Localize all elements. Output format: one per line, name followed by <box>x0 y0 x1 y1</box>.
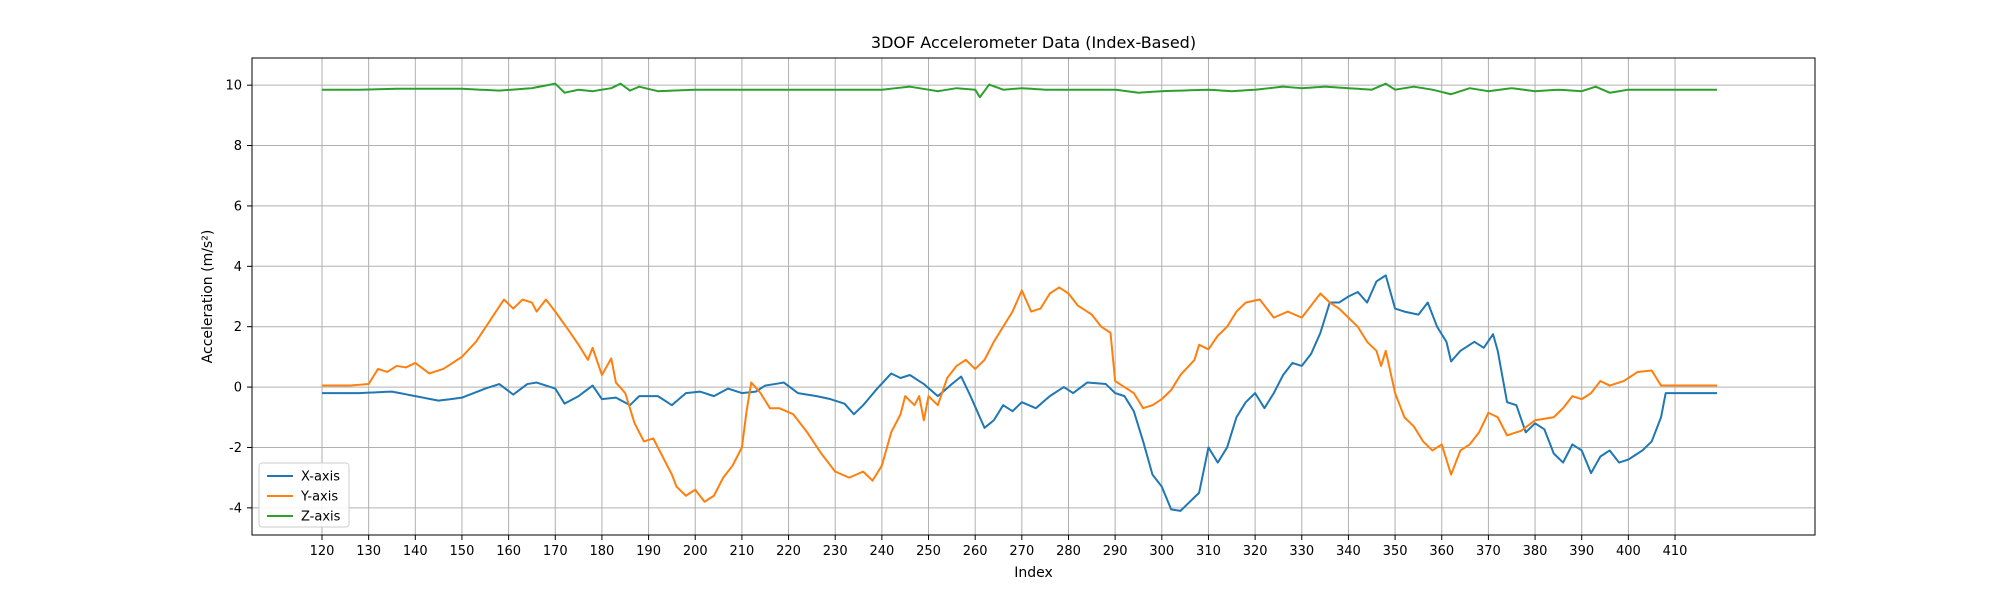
x-tick-label: 190 <box>636 544 661 559</box>
y-tick-label: 8 <box>234 139 242 154</box>
x-tick-label: 290 <box>1103 544 1128 559</box>
x-tick-label: 370 <box>1476 544 1501 559</box>
x-tick-label: 310 <box>1196 544 1221 559</box>
legend: X-axis Y-axis Z-axis <box>258 462 350 528</box>
x-tick-label: 230 <box>823 544 848 559</box>
x-tick-label: 400 <box>1616 544 1641 559</box>
x-tick-label: 320 <box>1243 544 1268 559</box>
x-tick-label: 410 <box>1663 544 1688 559</box>
y-axis-title: Acceleration (m/s²) <box>200 230 216 364</box>
x-tick-label: 210 <box>729 544 754 559</box>
y-tick-label: 4 <box>234 260 242 275</box>
y-tick-label: 2 <box>234 320 242 335</box>
plot-frame <box>251 57 1816 536</box>
series-line-y-axis <box>321 286 1718 503</box>
y-tick-label: -2 <box>229 441 242 456</box>
x-tick-label: 360 <box>1429 544 1454 559</box>
tick-layer: 120 130 140 150 160 170 180 190 200 210 220 230 240 2… <box>225 79 1687 559</box>
x-tick-label: 280 <box>1056 544 1081 559</box>
x-tick-label: 380 <box>1523 544 1548 559</box>
x-tick-label: 350 <box>1383 544 1408 559</box>
x-tick-label: 160 <box>496 544 521 559</box>
x-tick-label: 140 <box>403 544 428 559</box>
x-tick-label: 260 <box>963 544 988 559</box>
series-line-x-axis <box>321 274 1718 512</box>
x-axis-title: Index <box>1014 565 1053 581</box>
legend-label: Z-axis <box>301 510 341 525</box>
x-tick-label: 200 <box>683 544 708 559</box>
x-tick-label: 150 <box>450 544 475 559</box>
gridlines <box>252 58 1815 535</box>
legend-label: X-axis <box>301 470 340 485</box>
series-layer <box>321 82 1718 512</box>
x-tick-label: 220 <box>776 544 801 559</box>
x-tick-label: 130 <box>356 544 381 559</box>
x-tick-label: 240 <box>869 544 894 559</box>
x-tick-label: 170 <box>543 544 568 559</box>
y-tick-label: 0 <box>234 381 242 396</box>
x-tick-label: 340 <box>1336 544 1361 559</box>
y-tick-label: 6 <box>234 199 242 214</box>
series-line-z-axis <box>321 82 1718 99</box>
legend-label: Y-axis <box>300 490 338 505</box>
x-tick-label: 250 <box>916 544 941 559</box>
x-tick-label: 390 <box>1569 544 1594 559</box>
x-tick-label: 330 <box>1289 544 1314 559</box>
y-tick-label: -4 <box>229 501 242 516</box>
x-tick-label: 300 <box>1149 544 1174 559</box>
chart-title: 3DOF Accelerometer Data (Index-Based) <box>871 33 1196 52</box>
legend-box <box>258 462 350 528</box>
y-tick-label: 10 <box>225 79 242 94</box>
x-tick-label: 180 <box>590 544 615 559</box>
x-tick-label: 270 <box>1009 544 1034 559</box>
x-tick-label: 120 <box>310 544 335 559</box>
